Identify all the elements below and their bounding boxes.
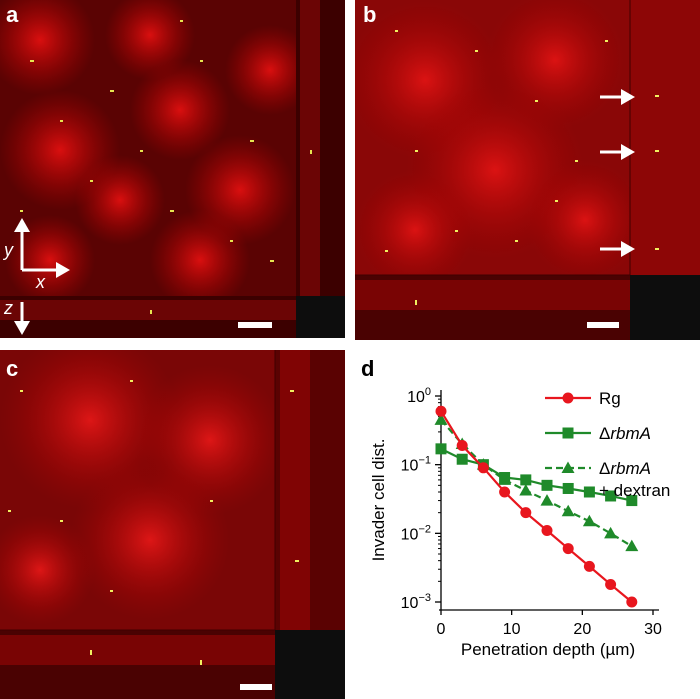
x-tick-label: 20 (573, 621, 591, 638)
data-point-triangle (561, 504, 575, 517)
data-point-square (435, 443, 447, 455)
y-tick-label: 10−1 (401, 455, 431, 475)
data-point-triangle (582, 514, 596, 527)
panel-a-scale-bar (238, 322, 272, 328)
data-point-square (541, 479, 553, 491)
legend-marker-square (562, 427, 574, 439)
series-line-triangle (440, 419, 633, 548)
panel-a-axis-y-label: y (4, 240, 13, 260)
panel-c-image (0, 350, 345, 699)
data-point-circle (562, 543, 574, 555)
legend-label: Rg (599, 389, 621, 408)
data-point-square (562, 482, 574, 494)
series-line-square (440, 447, 633, 502)
panel-b-arrows (600, 89, 635, 257)
x-tick-label: 10 (503, 621, 521, 638)
panel-b-image (355, 0, 700, 340)
data-point-square (456, 453, 468, 465)
data-point-triangle (625, 539, 639, 552)
data-point-circle (456, 440, 468, 452)
data-point-square (499, 472, 511, 484)
panel-c-letter: c (6, 356, 19, 381)
data-point-triangle (540, 494, 554, 506)
data-point-circle (435, 405, 447, 417)
legend-marker-circle (562, 392, 574, 404)
panel-a-cell-clusters (0, 0, 315, 310)
panel-b-micrograph: b (355, 0, 700, 340)
panel-a-axis-arrows (14, 218, 70, 335)
data-point-circle (626, 596, 638, 608)
panel-b-scale-bar (587, 322, 619, 328)
x-tick-label: 30 (644, 621, 662, 638)
legend-label: ΔrbmA (599, 459, 651, 478)
data-point-square (520, 474, 532, 486)
data-point-circle (499, 486, 511, 498)
chart-svg: 0 10 20 30 100 10−1 10−2 10−3 Rg ΔrbmA ΔrbmA + dex… (369, 386, 670, 659)
panel-a-axis-x-label: x (36, 272, 45, 292)
x-axis-label: Penetration depth (µm) (461, 640, 635, 659)
data-point-circle (520, 507, 532, 519)
series-line-circle (440, 410, 633, 603)
panel-b-letter: b (363, 2, 377, 27)
data-point-triangle (604, 526, 618, 539)
data-point-triangle (519, 484, 533, 496)
panel-a-letter: a (6, 2, 19, 27)
data-point-square (605, 490, 617, 502)
legend-marker-triangle (561, 461, 575, 473)
y-tick-label: 100 (407, 386, 431, 406)
data-point-circle (605, 578, 617, 590)
panel-c-scale-bar (240, 684, 272, 690)
data-point-square (626, 495, 638, 507)
panel-c-micrograph: c (0, 350, 345, 699)
panel-d-letter: d (361, 356, 375, 381)
data-point-circle (583, 560, 595, 572)
panel-a-axis-z-label: z (4, 298, 13, 318)
data-point-triangle (434, 413, 448, 425)
y-tick-label: 10−3 (401, 592, 431, 612)
panel-a-image (0, 0, 345, 338)
data-point-square (583, 486, 595, 498)
legend-label: ΔrbmA (599, 424, 651, 443)
legend-label-line2: + dextran (599, 481, 670, 500)
y-tick-label: 10−2 (401, 523, 431, 543)
x-tick-label: 0 (437, 621, 446, 638)
y-axis-label: Invader cell dist. (369, 439, 388, 562)
data-point-circle (541, 524, 553, 536)
panel-a-micrograph: a y x z (0, 0, 345, 338)
data-point-circle (477, 462, 489, 474)
panel-d-chart: d 0 10 20 30 100 10−1 10−2 10−3 Rg ΔrbmA ΔrbmA + d… (355, 350, 700, 699)
